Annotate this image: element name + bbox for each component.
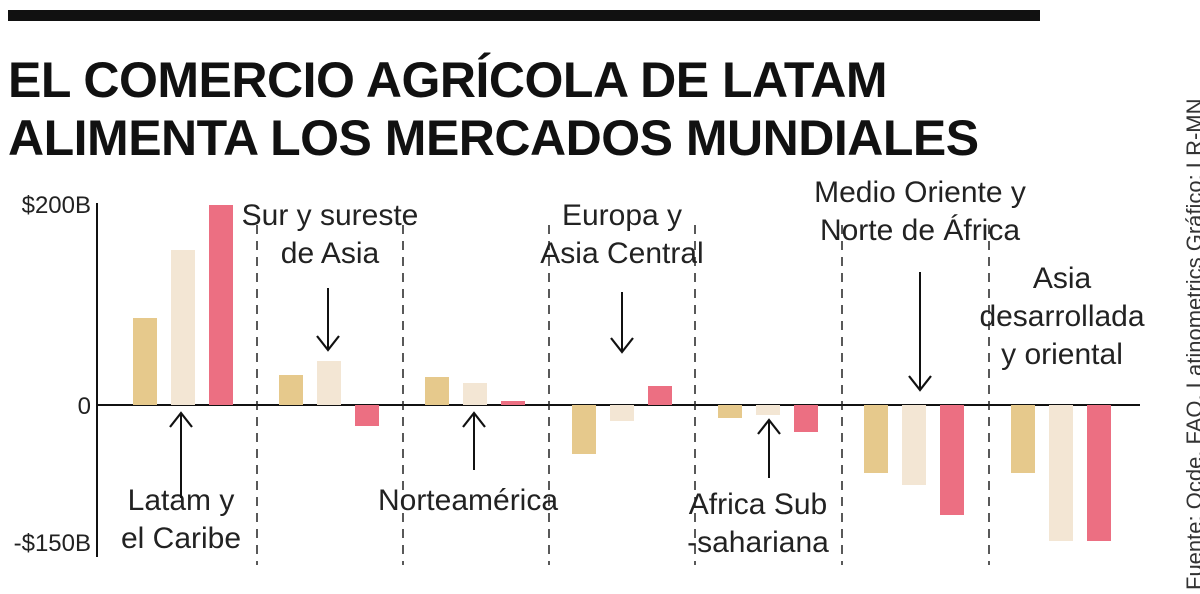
category-label: de Asia [281, 237, 380, 270]
bar [171, 250, 195, 405]
top-rule [8, 10, 1040, 21]
bar [425, 377, 449, 405]
bar [1049, 405, 1073, 541]
bar [940, 405, 964, 515]
chart-title-line-1: EL COMERCIO AGRÍCOLA DE LATAM [8, 52, 887, 108]
bar [794, 405, 818, 432]
bar [463, 383, 487, 405]
arrow-head-icon [169, 411, 193, 428]
bar [718, 405, 742, 418]
arrow-head-icon [908, 375, 932, 392]
category-label: Europa y [562, 199, 682, 232]
y-tick-label: -$150B [14, 530, 91, 557]
category-label: Medio Oriente y [814, 176, 1026, 209]
chart-title-line-2: ALIMENTA LOS MERCADOS MUNDIALES [8, 110, 979, 166]
bar [648, 386, 672, 405]
bar [610, 405, 634, 421]
category-label: Norte de África [820, 214, 1020, 247]
bar [864, 405, 888, 473]
category-label: y oriental [1001, 338, 1123, 371]
category-label: -sahariana [687, 526, 829, 559]
category-label: Asia Central [540, 237, 703, 270]
bar [209, 205, 233, 405]
bar [756, 405, 780, 415]
y-tick-label: $200B [22, 192, 91, 219]
arrow-head-icon [462, 411, 486, 428]
bar [902, 405, 926, 485]
bar [1087, 405, 1111, 541]
arrow-head-icon [316, 335, 340, 352]
arrow-head-icon [757, 418, 781, 435]
category-label: el Caribe [121, 522, 241, 555]
bar [355, 405, 379, 426]
category-label: Norteamérica [378, 484, 558, 517]
bar [501, 401, 525, 405]
bar [133, 318, 157, 405]
category-label: Asia [1033, 262, 1092, 295]
y-tick-label: 0 [78, 393, 91, 420]
bar [572, 405, 596, 454]
bar [1011, 405, 1035, 473]
bar [279, 375, 303, 405]
bar [317, 361, 341, 405]
category-label: Sur y sureste [242, 199, 419, 232]
arrow-head-icon [610, 337, 634, 354]
category-label: Africa Sub [689, 488, 827, 521]
category-label: desarrollada [979, 300, 1144, 333]
